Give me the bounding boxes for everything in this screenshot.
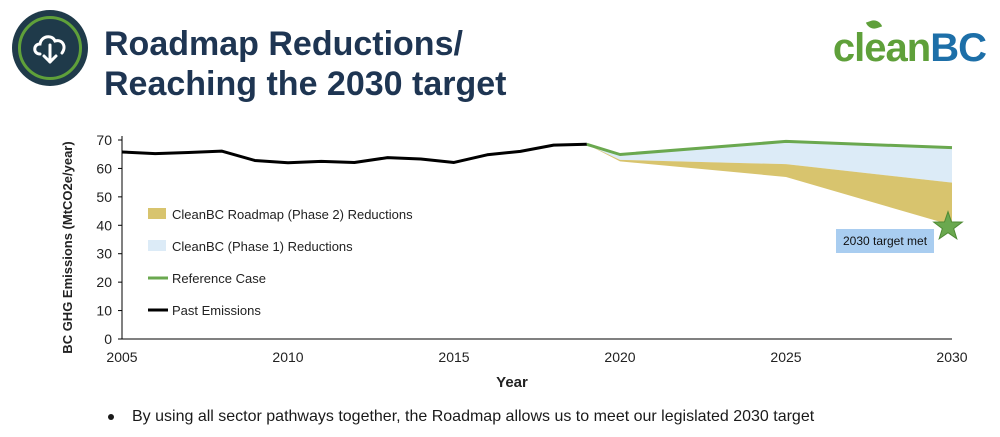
phase1-reductions-area	[586, 141, 952, 183]
legend-swatch-phase2	[148, 208, 166, 219]
legend-label-past: Past Emissions	[172, 303, 261, 318]
bullet-point: By using all sector pathways together, t…	[108, 408, 814, 426]
logo-text-clean: clean	[832, 26, 931, 70]
title-line-2: Reaching the 2030 target	[104, 65, 507, 103]
cleanbc-logo: cleanBC	[832, 17, 987, 71]
y-tick-label: 60	[96, 160, 112, 176]
y-tick-label: 40	[96, 217, 112, 233]
x-tick-label: 2030	[936, 349, 967, 365]
title-line-1: Roadmap Reductions/	[104, 25, 463, 63]
legend-label-phase2: CleanBC Roadmap (Phase 2) Reductions	[172, 207, 413, 222]
legend-label-reference: Reference Case	[172, 271, 266, 286]
x-axis-title: Year	[496, 374, 528, 391]
y-axis-title: BC GHG Emissions (MtCO2e/year)	[60, 141, 75, 353]
badge-ring	[18, 16, 82, 80]
target-star-icon	[932, 210, 964, 241]
y-tick-label: 30	[96, 246, 112, 262]
reference-case-line	[586, 139, 953, 156]
y-tick-label: 10	[96, 303, 112, 319]
phase2-reductions-area	[586, 144, 952, 226]
bullet-text: By using all sector pathways together, t…	[132, 408, 815, 425]
y-tick-label: 20	[96, 274, 112, 290]
legend-label-phase1: CleanBC (Phase 1) Reductions	[172, 239, 353, 254]
x-tick-label: 2010	[272, 349, 303, 365]
page-title: Roadmap Reductions/ Reaching the 2030 ta…	[104, 24, 506, 104]
y-tick-label: 50	[96, 189, 112, 205]
bullet-dot	[108, 414, 114, 420]
legend-swatch-phase1	[148, 240, 166, 251]
cloud-download-icon	[33, 35, 66, 64]
cloud-download-badge	[12, 10, 88, 86]
target-callout-label: 2030 target met	[843, 234, 928, 248]
x-tick-label: 2015	[438, 349, 469, 365]
y-tick-label: 0	[104, 331, 112, 347]
past-emissions-line	[121, 142, 587, 165]
x-tick-label: 2025	[770, 349, 801, 365]
target-callout-box	[836, 229, 934, 253]
x-tick-label: 2005	[106, 349, 137, 365]
logo-text-bc: BC	[930, 26, 987, 70]
y-tick-label: 70	[96, 132, 112, 148]
x-tick-label: 2020	[604, 349, 635, 365]
